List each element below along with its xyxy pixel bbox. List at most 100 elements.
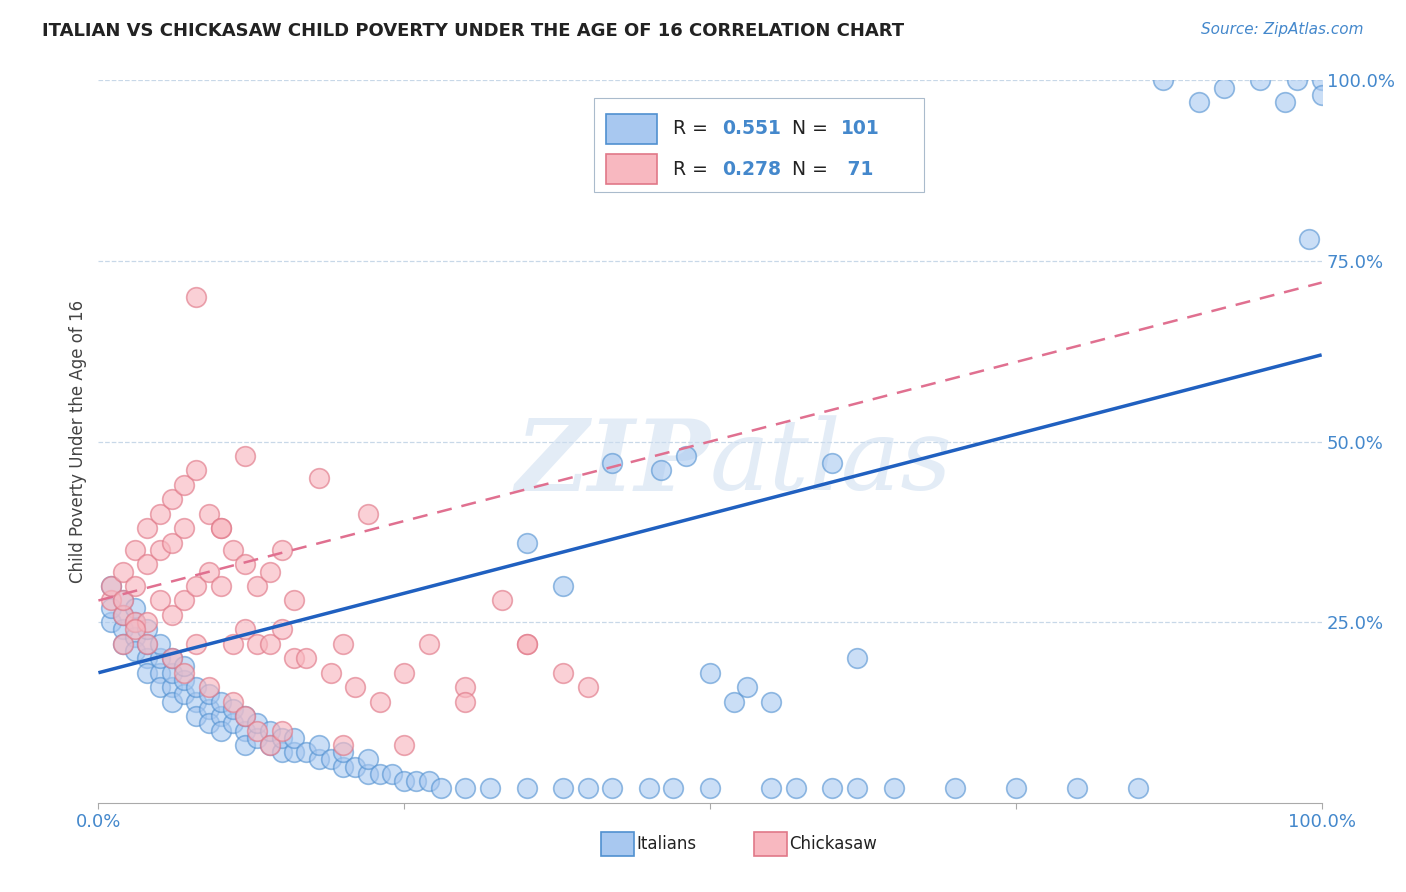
Chickasaw [270, 542, 294, 557]
Italians [821, 781, 844, 796]
Italians [186, 680, 208, 694]
Italians [600, 781, 623, 796]
Chickasaw [295, 651, 318, 665]
Chickasaw [100, 593, 122, 607]
Chickasaw [515, 637, 537, 651]
Chickasaw [160, 651, 183, 665]
Italians [356, 752, 378, 766]
Italians [209, 695, 232, 709]
Chickasaw [283, 651, 305, 665]
Italians [319, 752, 342, 766]
Italians [173, 687, 195, 701]
Italians [124, 600, 146, 615]
Italians [430, 781, 453, 796]
Italians [515, 535, 537, 549]
Chickasaw [368, 695, 391, 709]
Chickasaw [124, 542, 146, 557]
Chickasaw [136, 521, 159, 535]
Italians [233, 723, 256, 738]
Italians [124, 644, 146, 658]
Italians [100, 615, 122, 630]
Chickasaw [233, 558, 256, 572]
Italians [332, 745, 354, 759]
Italians [295, 745, 318, 759]
Chickasaw [259, 738, 281, 752]
Italians [283, 731, 305, 745]
Italians [785, 781, 807, 796]
Italians [100, 600, 122, 615]
Italians [392, 774, 416, 789]
Chickasaw [246, 637, 269, 651]
Chickasaw [259, 565, 281, 579]
Italians [1004, 781, 1026, 796]
Italians [259, 723, 281, 738]
Italians [111, 593, 134, 607]
Italians [233, 709, 256, 723]
Chickasaw [553, 665, 575, 680]
Chickasaw [186, 637, 208, 651]
Italians [124, 630, 146, 644]
Italians [149, 680, 172, 694]
Chickasaw [173, 521, 195, 535]
Chickasaw [259, 637, 281, 651]
Chickasaw [233, 623, 256, 637]
Text: atlas: atlas [710, 416, 953, 511]
Italians [650, 463, 672, 477]
Chickasaw [270, 723, 294, 738]
Italians [197, 716, 219, 731]
Italians [675, 449, 697, 463]
Chickasaw [100, 579, 122, 593]
FancyBboxPatch shape [754, 831, 787, 856]
Italians [332, 760, 354, 774]
Y-axis label: Child Poverty Under the Age of 16: Child Poverty Under the Age of 16 [69, 300, 87, 583]
Italians [186, 709, 208, 723]
Italians [160, 695, 183, 709]
Italians [1310, 73, 1333, 87]
Chickasaw [186, 579, 208, 593]
Italians [197, 687, 219, 701]
Italians [222, 716, 245, 731]
Chickasaw [246, 579, 269, 593]
Text: Italians: Italians [637, 835, 697, 853]
Chickasaw [283, 593, 305, 607]
Chickasaw [392, 738, 416, 752]
Chickasaw [332, 738, 354, 752]
FancyBboxPatch shape [606, 154, 658, 185]
FancyBboxPatch shape [606, 113, 658, 144]
Italians [381, 767, 404, 781]
Italians [1066, 781, 1088, 796]
Italians [821, 456, 844, 470]
Chickasaw [160, 492, 183, 507]
Italians [699, 665, 721, 680]
Italians [723, 695, 745, 709]
Italians [149, 651, 172, 665]
Italians [418, 774, 440, 789]
Chickasaw [149, 507, 172, 521]
Italians [344, 760, 367, 774]
Italians [136, 637, 159, 651]
Italians [1298, 232, 1320, 246]
Italians [149, 665, 172, 680]
Chickasaw [209, 579, 232, 593]
Italians [1310, 87, 1333, 102]
Italians [308, 738, 330, 752]
Chickasaw [111, 607, 134, 622]
Text: 101: 101 [841, 120, 880, 138]
Italians [283, 745, 305, 759]
Italians [111, 607, 134, 622]
Italians [209, 723, 232, 738]
Italians [368, 767, 391, 781]
Chickasaw [136, 558, 159, 572]
Chickasaw [173, 593, 195, 607]
Chickasaw [149, 593, 172, 607]
Italians [553, 781, 575, 796]
Italians [160, 651, 183, 665]
Chickasaw [197, 507, 219, 521]
Italians [883, 781, 905, 796]
Chickasaw [344, 680, 367, 694]
Chickasaw [173, 665, 195, 680]
Italians [160, 665, 183, 680]
Chickasaw [356, 507, 378, 521]
Italians [356, 767, 378, 781]
Italians [149, 637, 172, 651]
